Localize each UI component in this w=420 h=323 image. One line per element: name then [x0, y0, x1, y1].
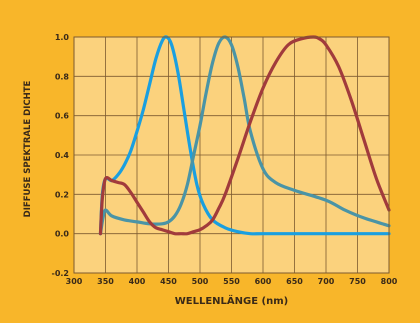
x-tick-label: 550	[223, 277, 240, 286]
y-tick-label: 0.2	[55, 190, 69, 199]
series-layer	[98, 35, 391, 236]
y-tick-label: -0.2	[52, 269, 70, 278]
x-tick-label: 700	[318, 277, 335, 286]
y-tick-label: 0.8	[55, 72, 70, 81]
tick-labels: 300 350 400 450 500 550 600 650 700 750 800 -0.2 0.0…	[52, 33, 398, 286]
x-tick-label: 350	[97, 277, 114, 286]
x-axis-label: WELLENLÄNGE (nm)	[175, 293, 289, 307]
x-tick-label: 300	[66, 277, 83, 286]
x-tick-label: 750	[349, 277, 366, 286]
x-tick-label: 650	[286, 277, 303, 286]
x-tick-label: 400	[129, 277, 146, 286]
y-axis-label: DIFFUSE SPEKTRALE DICHTE	[23, 80, 33, 217]
x-tick-label: 800	[381, 277, 398, 286]
x-tick-label: 500	[192, 277, 209, 286]
series-line-1	[98, 35, 391, 236]
series-line-3	[98, 35, 391, 236]
y-tick-label: 1.0	[55, 33, 70, 42]
axes	[73, 36, 390, 274]
y-tick-label: 0.0	[55, 230, 70, 239]
series-line-2	[98, 35, 391, 236]
y-tick-label: 0.4	[55, 151, 70, 160]
plot-frame	[73, 36, 390, 274]
y-tick-label: 0.6	[55, 112, 70, 121]
x-tick-label: 450	[160, 277, 177, 286]
x-tick-label: 600	[255, 277, 272, 286]
